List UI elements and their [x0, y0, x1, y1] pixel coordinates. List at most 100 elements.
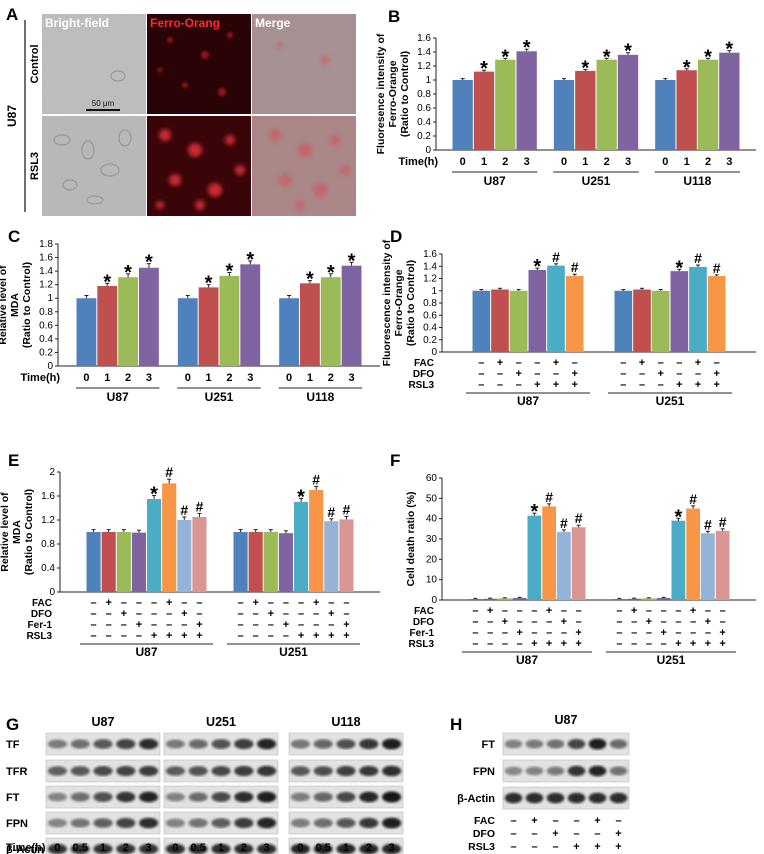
chart-f-sign: +	[719, 638, 725, 650]
chart-f-sign: +	[675, 638, 681, 650]
chart-d-significance-mark: *	[533, 256, 541, 278]
blot-band	[188, 818, 208, 828]
chart-d-sign: –	[516, 357, 522, 369]
chart-e-bar	[116, 532, 131, 592]
chart-d-sign: +	[571, 368, 577, 380]
chart-f-y-tick-label: 20	[426, 554, 438, 565]
blot-h-strip	[502, 786, 630, 810]
chart-e-sign: –	[91, 630, 97, 642]
chart-d-y-tick-label: 1.6	[423, 249, 437, 260]
chart-f-y-label: Cell death ratio (%)	[405, 491, 417, 586]
chart-c-cond-label: Time(h)	[20, 372, 60, 384]
chart-d-sign: –	[497, 379, 503, 391]
blot-band	[93, 739, 113, 749]
chart-b-group-label: U251	[582, 174, 611, 188]
chart-f-significance-mark: #	[689, 491, 697, 507]
blot-band	[211, 792, 231, 802]
blot-band	[47, 843, 67, 854]
chart-d: D 00.20.4 0.60.811.2 1.41.6 Fluorescence int…	[381, 227, 756, 408]
chart-e-sign: +	[196, 630, 202, 642]
chart-d-sign: +	[553, 357, 559, 369]
blot-h-sign: –	[573, 815, 579, 827]
blot-g-protein-label: TFR	[6, 766, 27, 778]
chart-f-bar	[656, 597, 671, 600]
chart-d-y-tick-label: 1.4	[423, 261, 437, 272]
chart-e-significance-mark: *	[150, 483, 158, 505]
chart-f-sign: +	[719, 627, 725, 639]
chart-b-bar	[596, 59, 617, 151]
chart-c-y-label: (Ratio to Control)	[21, 262, 33, 348]
chart-b-x-tick-label: 2	[604, 156, 610, 168]
chart-f-sign: –	[646, 627, 652, 639]
header-bright-field: Bright-field	[45, 16, 109, 30]
chart-f-sign: –	[546, 616, 552, 628]
blot-band	[47, 766, 67, 776]
blot-h-sign: +	[531, 815, 537, 827]
chart-f-bar	[612, 598, 627, 600]
blot-g-line-label: U251	[206, 715, 236, 729]
chart-b-bar	[553, 80, 575, 150]
chart-b-cond-label: Time(h)	[398, 156, 438, 168]
chart-d-y-tick-label: 0.4	[423, 323, 437, 334]
chart-c-y-tick-label: 1.6	[39, 253, 53, 264]
row-label-rsl3: RSL3	[29, 152, 41, 180]
chart-f-y-tick-label: 0	[431, 595, 437, 606]
chart-e-bar	[131, 532, 146, 592]
chart-e-significance-mark: #	[343, 501, 351, 517]
blot-h-sign: –	[552, 815, 558, 827]
chart-f-sign: +	[705, 638, 711, 650]
chart-c-bar	[177, 298, 198, 366]
blot-h-sign: –	[573, 828, 579, 840]
blot-band	[504, 766, 523, 776]
chart-b-y-tick-label: 0.6	[417, 103, 431, 114]
chart-d-significance-mark: #	[713, 260, 721, 276]
chart-b-significance-mark: *	[683, 57, 691, 79]
blot-h-cond-label: DFO	[473, 828, 495, 840]
chart-f-sign: –	[546, 627, 552, 639]
chart-f-sign: –	[675, 627, 681, 639]
blot-g-protein-label: FPN	[6, 818, 28, 830]
blot-band	[313, 739, 333, 749]
chart-c-bar	[198, 287, 219, 366]
blot-g-time-tick: 1	[343, 842, 349, 854]
chart-d-sign: –	[620, 379, 626, 391]
chart-b-y-tick-label: 0.2	[417, 131, 431, 142]
blot-band	[139, 843, 159, 854]
chart-f-letter: F	[390, 451, 400, 470]
chart-e-sign: –	[136, 630, 142, 642]
chart-e-sign: –	[283, 597, 289, 609]
chart-c-x-tick-label: 1	[104, 372, 110, 384]
blot-band	[211, 843, 231, 854]
chart-e-sign: +	[328, 630, 334, 642]
blot-band	[234, 765, 254, 777]
chart-e-bar	[248, 532, 263, 592]
blot-band	[70, 818, 90, 828]
blot-band	[567, 738, 586, 750]
chart-e-bar	[324, 521, 339, 592]
blot-band	[93, 843, 113, 854]
chart-f-sign: –	[675, 605, 681, 617]
chart-e-sign: –	[238, 630, 244, 642]
chart-c-group-label: U251	[205, 390, 234, 404]
chart-b-significance-mark: *	[480, 58, 488, 80]
chart-d-bar	[565, 276, 584, 352]
chart-e-sign: +	[196, 619, 202, 631]
chart-e: E 0 0.4 0.8 1.2 1.6 2 Relative level of MDA (Rati…	[0, 451, 380, 659]
chart-e-sign: +	[181, 630, 187, 642]
blot-band	[609, 792, 628, 804]
chart-e-sign: –	[268, 619, 274, 631]
chart-e-sign: –	[91, 619, 97, 631]
chart-e-sign: –	[313, 608, 319, 620]
blot-h-cond-label: RSL3	[468, 841, 495, 853]
blot-h-sign: –	[510, 841, 516, 853]
chart-e-y-label: MDA	[11, 520, 23, 544]
chart-d-sign: –	[714, 357, 720, 369]
blot-band	[290, 792, 310, 802]
chart-f: F 0 10 20 30 40 50 60 Cell death ratio (%) * # # # * #…	[390, 451, 756, 667]
blot-band	[546, 792, 565, 804]
chart-d-sign: –	[553, 368, 559, 380]
chart-e-sign: +	[181, 608, 187, 620]
chart-e-letter: E	[8, 451, 19, 470]
chart-e-significance-mark: #	[165, 464, 173, 480]
chart-f-sign: +	[631, 605, 637, 617]
